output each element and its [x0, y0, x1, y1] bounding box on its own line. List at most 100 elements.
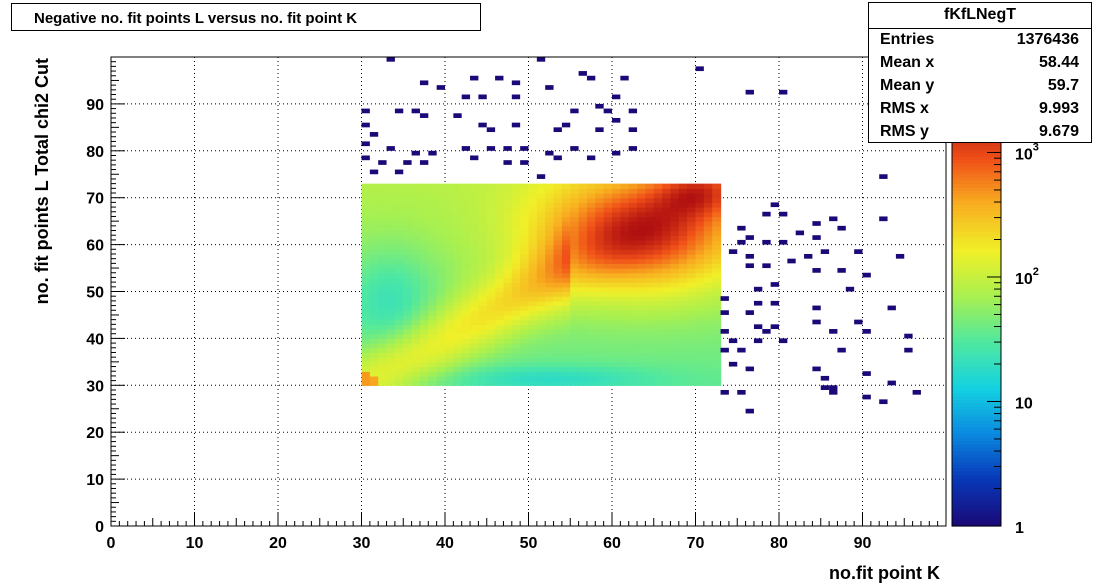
heatmap-cell: [486, 183, 496, 189]
heatmap-cell: [612, 272, 621, 279]
heatmap-cell: [703, 188, 713, 194]
heatmap-cell: [578, 291, 588, 297]
heatmap-cell: [637, 380, 646, 386]
heatmap-cell: [628, 272, 638, 279]
heatmap-cell: [561, 338, 571, 344]
heatmap-cell: [411, 300, 421, 307]
heatmap-cell: [520, 216, 530, 222]
heatmap-cell: [712, 272, 722, 279]
heatmap-cell: [687, 202, 697, 208]
heatmap-cell: [403, 282, 413, 288]
heatmap-cell: [445, 338, 454, 344]
heatmap-cell: [470, 253, 479, 260]
stats-label: RMS x: [880, 100, 929, 117]
heatmap-cell: [553, 361, 563, 368]
heatmap-cell: [428, 314, 438, 321]
heatmap-cell: [486, 225, 496, 232]
heatmap-cell: [545, 347, 555, 354]
heatmap-cell: [411, 319, 421, 325]
heatmap-cell: [461, 216, 471, 222]
heatmap-cell: [695, 183, 705, 189]
heatmap-cell: [570, 296, 580, 302]
heatmap-cell: [536, 329, 546, 335]
heatmap-cell: [403, 211, 413, 218]
sparse-point: [578, 71, 587, 76]
heatmap-cell: [528, 216, 538, 222]
heatmap-cell: [570, 221, 580, 227]
heatmap-cell: [436, 296, 446, 302]
heatmap-cell: [528, 225, 538, 232]
heatmap-cell: [528, 357, 538, 363]
heatmap-cell: [645, 319, 655, 325]
heatmap-cell: [486, 300, 496, 307]
heatmap-cell: [553, 333, 563, 339]
heatmap-cell: [578, 225, 588, 232]
heatmap-cell: [453, 338, 463, 344]
heatmap-cell: [570, 239, 580, 246]
heatmap-cell: [428, 272, 438, 279]
heatmap-cell: [511, 300, 521, 307]
heatmap-cell: [394, 277, 404, 283]
heatmap-cell: [687, 277, 697, 283]
heatmap-cell: [436, 225, 446, 232]
heatmap-cell: [687, 282, 697, 288]
heatmap-cell: [637, 361, 646, 368]
heatmap-cell: [662, 361, 672, 368]
heatmap-cell: [637, 314, 646, 321]
heatmap-cell: [670, 314, 680, 321]
sparse-point: [612, 117, 621, 123]
heatmap-cell: [486, 282, 496, 288]
heatmap-cell: [394, 188, 404, 194]
heatmap-cell: [553, 375, 563, 382]
heatmap-cell: [570, 258, 580, 264]
sparse-point: [845, 286, 855, 292]
heatmap-cell: [545, 188, 555, 194]
heatmap-cell: [461, 193, 471, 199]
heatmap-cell: [536, 305, 546, 311]
heatmap-cell: [461, 282, 471, 288]
heatmap-cell: [662, 333, 672, 339]
heatmap-cell: [653, 305, 663, 311]
stats-value: 1376436: [1016, 31, 1079, 48]
heatmap-cell: [520, 207, 530, 213]
heatmap-cell: [528, 352, 538, 358]
heatmap-cell: [586, 333, 596, 339]
heatmap-cell: [687, 197, 697, 203]
heatmap-cell: [386, 207, 396, 213]
heatmap-cell: [478, 268, 488, 274]
heatmap-cell: [637, 333, 646, 339]
heatmap-cell: [586, 183, 596, 189]
heatmap-cell: [369, 263, 379, 269]
heatmap-cell: [687, 343, 697, 349]
heatmap-cell: [561, 319, 571, 325]
heatmap-cell: [495, 221, 505, 227]
sparse-point: [378, 160, 387, 165]
heatmap-cell: [428, 258, 438, 264]
heatmap-cell: [495, 300, 505, 307]
heatmap-cell: [595, 305, 605, 311]
heatmap-cell: [403, 296, 413, 302]
heatmap-cell: [620, 249, 630, 255]
heatmap-cell: [478, 338, 488, 344]
heatmap-cell: [394, 230, 404, 236]
heatmap-cell: [369, 357, 379, 363]
heatmap-cell: [411, 272, 421, 279]
sparse-point: [553, 155, 562, 161]
heatmap-cell: [695, 352, 705, 358]
heatmap-cell: [687, 347, 697, 354]
heatmap-cell: [628, 324, 638, 330]
heatmap-cell: [486, 188, 496, 194]
heatmap-cell: [653, 343, 663, 349]
heatmap-cell: [578, 230, 588, 236]
sparse-point: [770, 324, 779, 330]
heatmap-cell: [428, 239, 438, 246]
heatmap-cell: [637, 239, 646, 246]
heatmap-cell: [478, 202, 488, 208]
heatmap-cell: [361, 272, 371, 279]
heatmap-cell: [545, 305, 555, 311]
heatmap-cell: [528, 347, 538, 354]
heatmap-cell: [620, 202, 630, 208]
heatmap-cell: [419, 324, 429, 330]
heatmap-cell: [461, 314, 471, 321]
heatmap-cell: [503, 347, 513, 354]
